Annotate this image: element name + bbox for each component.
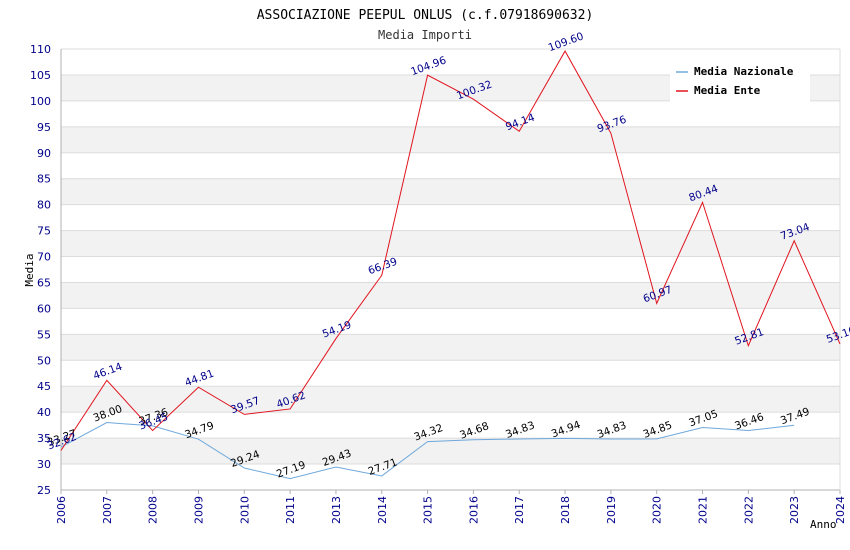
data-label: 53.16 — [825, 324, 850, 346]
grid-band — [61, 386, 840, 413]
y-tick-label: 45 — [37, 380, 51, 393]
y-tick-labels: 25 30 35 40 45 50 55 60 65 70 75 80 85 90 95 100 105 110 — [30, 43, 51, 497]
y-tick-label: 50 — [37, 354, 51, 367]
x-tick-label: 2013 — [330, 496, 343, 524]
y-tick-label: 80 — [37, 199, 51, 212]
x-tick-label: 2007 — [101, 496, 114, 524]
y-tick-label: 110 — [30, 43, 51, 56]
x-tick-label: 2008 — [147, 496, 160, 524]
x-tick-label: 2024 — [834, 496, 847, 524]
legend-label-media-ente: Media Ente — [694, 84, 761, 97]
grid-band — [61, 126, 840, 153]
grid-band — [61, 178, 840, 205]
legend-box — [670, 60, 810, 102]
data-label: 109.60 — [547, 30, 586, 54]
x-tick-label: 2011 — [284, 496, 297, 524]
data-label: 34.94 — [550, 419, 583, 441]
y-tick-label: 75 — [37, 225, 51, 238]
y-tick-label: 30 — [37, 458, 51, 471]
x-tick-label: 2006 — [55, 496, 68, 524]
y-tick-label: 85 — [37, 173, 51, 186]
y-tick-label: 70 — [37, 251, 51, 264]
series-line-media-nazionale — [60, 422, 795, 480]
series-lines — [60, 50, 841, 480]
axes — [60, 49, 841, 494]
x-tick-label: 2021 — [697, 496, 710, 524]
chart-subtitle: Media Importi — [378, 28, 472, 42]
y-tick-label: 40 — [37, 406, 51, 419]
legend-label-media-nazionale: Media Nazionale — [694, 65, 794, 78]
x-tick-label: 2023 — [788, 496, 801, 524]
grid-band — [61, 282, 840, 309]
grid-bands — [61, 74, 840, 465]
grid-band — [61, 334, 840, 361]
x-tick-label: 2016 — [467, 496, 480, 524]
y-tick-label: 90 — [37, 147, 51, 160]
y-tick-label: 25 — [37, 484, 51, 497]
series-line-media-ente — [60, 50, 841, 451]
x-tick-label: 2020 — [651, 496, 664, 524]
data-label: 66.39 — [367, 256, 399, 278]
y-axis-label: Media — [23, 253, 36, 286]
y-tick-label: 95 — [37, 121, 51, 134]
y-tick-label: 65 — [37, 276, 51, 289]
x-tick-label: 2015 — [422, 496, 435, 524]
x-tick-label: 2010 — [238, 496, 251, 524]
y-tick-label: 55 — [37, 328, 51, 341]
x-tick-label: 2014 — [376, 496, 389, 524]
y-tick-label: 100 — [30, 95, 51, 108]
grid-band — [61, 438, 840, 465]
data-label: 46.14 — [92, 361, 125, 383]
x-axis-label: Anno — [810, 518, 837, 531]
legend: Media Nazionale Media Ente — [670, 60, 810, 102]
x-tick-label: 2017 — [513, 496, 526, 524]
grid-lines — [61, 48, 840, 491]
chart-title: ASSOCIAZIONE PEEPUL ONLUS (c.f.079186906… — [257, 8, 594, 23]
x-tick-label: 2019 — [605, 496, 618, 524]
grid-band — [61, 230, 840, 257]
y-tick-label: 105 — [30, 69, 51, 82]
x-tick-label: 2009 — [192, 496, 205, 524]
y-tick-label: 60 — [37, 302, 51, 315]
x-tick-label: 2022 — [742, 496, 755, 524]
x-tick-label: 2018 — [559, 496, 572, 524]
x-tick-labels: 2006 2007 2008 2009 2010 2011 2013 2014 2015 2016… — [55, 496, 847, 524]
y-tick-label: 35 — [37, 432, 51, 445]
